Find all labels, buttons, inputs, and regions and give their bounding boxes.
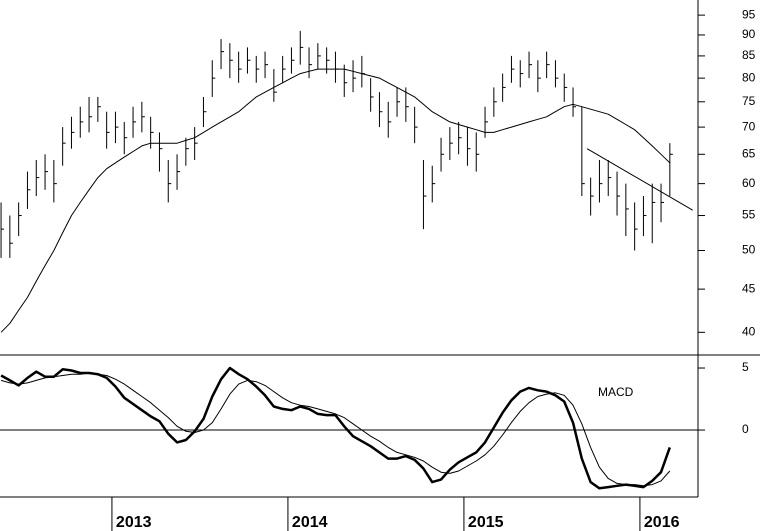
x-tick-label: 2013	[116, 514, 152, 531]
y-tick-label: 60	[742, 176, 756, 190]
macd-line	[0, 366, 671, 490]
y-tick-label: 40	[742, 324, 756, 338]
macd-label: MACD	[598, 385, 634, 399]
moving-average	[0, 68, 671, 333]
y-tick-label: 45	[742, 281, 756, 295]
y-tick-label: 55	[742, 208, 756, 222]
macd-line	[0, 372, 671, 487]
y-tick-label: 75	[742, 94, 756, 108]
y-tick-label: 5	[742, 360, 749, 374]
y-tick-label: 85	[742, 48, 756, 62]
trendline	[586, 148, 693, 211]
y-tick-label: 95	[742, 7, 756, 21]
y-tick-label: 70	[742, 119, 756, 133]
x-tick-label: 2014	[292, 514, 328, 531]
y-tick-label: 50	[742, 243, 756, 257]
y-tick-label: 65	[742, 146, 756, 160]
y-tick-label: 90	[742, 27, 756, 41]
y-tick-label: 0	[742, 422, 749, 436]
y-tick-label: 80	[742, 70, 756, 84]
x-tick-label: 2016	[644, 514, 680, 531]
x-tick-label: 2015	[468, 514, 504, 531]
